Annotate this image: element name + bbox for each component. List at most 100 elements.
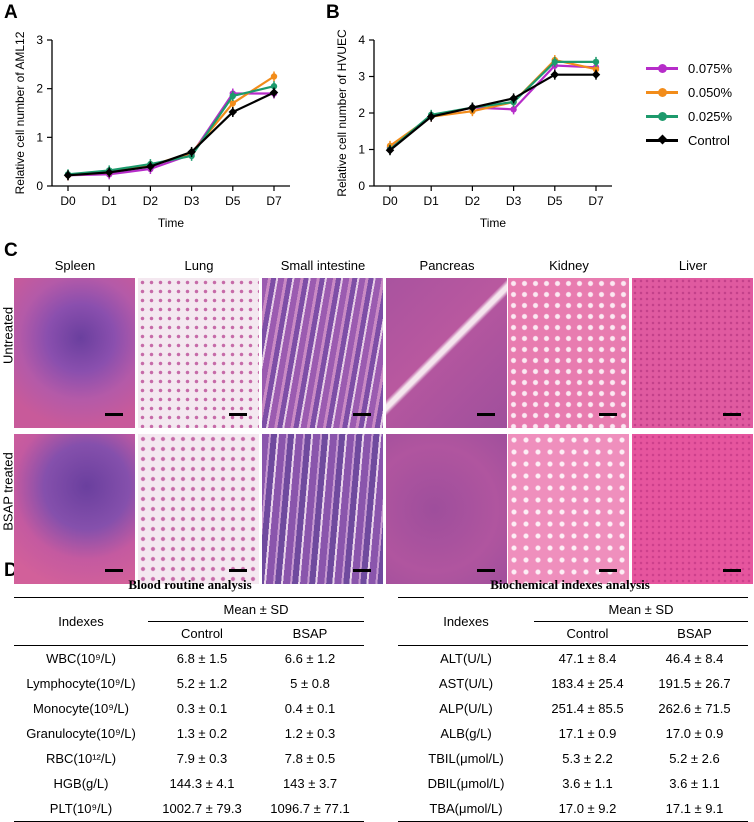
table-sub-head: Control	[148, 621, 256, 646]
data-point	[229, 100, 236, 107]
table-row: Granulocyte(10⁹/L) 1.3 ± 0.2 1.2 ± 0.3	[14, 721, 364, 746]
col-title-liver: Liver	[678, 258, 708, 273]
table-row: Lymphocyte(10⁹/L) 5.2 ± 1.2 5 ± 0.8	[14, 671, 364, 696]
chart-hvuec: 0 1 2 3 4 D0 D1 D2 D3 D5 D7 Time Relative cell numbe…	[335, 29, 612, 230]
x-tick-label: D3	[506, 194, 522, 208]
chart-aml12: 0 1 2 3 D0 D1 D2 D3 D5 D7 Time Relative cell number…	[13, 31, 290, 230]
panel-label-c: C	[4, 240, 18, 261]
data-point	[104, 168, 114, 177]
table-cell-control: 6.8 ± 1.5	[176, 651, 228, 666]
y-tick-label: 1	[36, 130, 43, 144]
table-d-title: Blood routine analysis	[128, 577, 252, 592]
table-cell-bsap: 6.6 ± 1.2	[284, 651, 336, 666]
series-line	[389, 60, 596, 151]
y-tick-label: 0	[358, 179, 365, 193]
table-group-head: Mean ± SD	[534, 597, 748, 622]
x-axis-label: Time	[480, 216, 507, 230]
biochemical-table: Indexes Mean ± SD Control BSAP ALT(U/L) 4…	[398, 597, 748, 822]
tissue-image-spleen-bsap	[14, 434, 135, 584]
data-point	[510, 106, 517, 113]
col-title-small-intestine: Small intestine	[280, 258, 366, 273]
y-tick-label: 3	[358, 70, 365, 84]
table-row: DBIL(μmol/L) 3.6 ± 1.1 3.6 ± 1.1	[398, 771, 748, 796]
table-col-head: Indexes	[398, 597, 534, 646]
table-cell-bsap: 17.1 ± 9.1	[641, 796, 748, 822]
legend-marker	[658, 88, 667, 97]
table-cell-index: ALT(U/L)	[440, 651, 492, 666]
scale-bar	[105, 413, 123, 416]
tissue-image-liver-bsap	[632, 434, 753, 584]
table-sub-head: BSAP	[256, 621, 364, 646]
table-cell-control: 7.9 ± 0.3	[176, 751, 228, 766]
x-tick-label: D1	[102, 194, 118, 208]
tissue-image-pancreas-untreated	[386, 278, 507, 428]
table-cell-bsap: 191.5 ± 26.7	[658, 676, 731, 691]
data-point	[63, 171, 73, 180]
legend-item-0075: 0.075%	[646, 58, 754, 82]
data-point	[187, 147, 196, 157]
panel-label-a: A	[4, 2, 18, 23]
x-tick-label: D2	[143, 194, 159, 208]
blood-routine-table: Indexes Mean ± SD Control BSAP WBC(10⁹/L…	[14, 597, 364, 822]
table-cell-control: 47.1 ± 8.4	[558, 651, 617, 666]
y-axis-label: Relative cell number of HVUEC	[335, 29, 349, 197]
col-title-lung: Lung	[184, 258, 214, 273]
table-cell-control: 17.0 ± 9.2	[534, 796, 641, 822]
panel-label-b: B	[326, 2, 340, 23]
table-cell-bsap: 1096.7 ± 77.1	[256, 796, 364, 822]
data-point	[551, 58, 558, 66]
table-cell-index: TBA(μmol/L)	[398, 796, 534, 822]
table-cell-bsap: 143 ± 3.7	[282, 776, 338, 791]
tissue-image-spleen-untreated	[14, 278, 135, 428]
series-line	[389, 73, 596, 152]
table-cell-index: HGB(g/L)	[53, 776, 109, 791]
data-point	[270, 83, 278, 90]
data-point	[550, 70, 560, 79]
data-point	[270, 73, 278, 80]
scale-bar	[723, 569, 741, 572]
table-cell-index: Lymphocyte(10⁹/L)	[26, 676, 136, 691]
table-row: PLT(10⁹/L) 1002.7 ± 79.3 1096.7 ± 77.1	[14, 796, 364, 822]
table-row: RBC(10¹²/L) 7.9 ± 0.3 7.8 ± 0.5	[14, 746, 364, 771]
table-cell-index: RBC(10¹²/L)	[45, 751, 117, 766]
x-tick-label: D7	[588, 194, 604, 208]
scale-bar	[229, 569, 247, 572]
y-tick-label: 2	[358, 106, 365, 120]
scale-bar	[599, 413, 617, 416]
table-cell-index: ALB(g/L)	[440, 726, 492, 741]
legend-marker	[658, 112, 667, 121]
data-point	[592, 58, 600, 66]
col-title-pancreas: Pancreas	[419, 258, 475, 273]
data-point	[592, 66, 600, 73]
table-cell-control: 144.3 ± 4.1	[169, 776, 235, 791]
data-point	[468, 103, 477, 112]
tissue-image-liver-untreated	[632, 278, 753, 428]
table-cell-control: 1002.7 ± 79.3	[148, 796, 256, 822]
y-tick-label: 2	[36, 82, 43, 96]
table-cell-bsap: 0.4 ± 0.1	[284, 701, 336, 716]
data-point	[228, 107, 238, 117]
table-cell-index: Monocyte(10⁹/L)	[33, 701, 129, 716]
scale-bar	[723, 413, 741, 416]
scale-bar	[229, 413, 247, 416]
table-sub-head: BSAP	[641, 621, 748, 646]
series-line	[67, 91, 275, 177]
table-cell-bsap: 5 ± 0.8	[290, 676, 330, 691]
table-cell-index: PLT(10⁹/L)	[14, 796, 148, 822]
y-axis-label: Relative cell number of AML12	[13, 31, 27, 194]
table-row: ALT(U/L) 47.1 ± 8.4 46.4 ± 8.4	[398, 646, 748, 672]
table-cell-index: AST(U/L)	[438, 676, 494, 691]
table-cell-bsap: 17.0 ± 0.9	[665, 726, 724, 741]
legend-item-0050: 0.050%	[646, 82, 754, 106]
legend-marker	[658, 64, 667, 73]
tissue-image-lung-bsap	[138, 434, 259, 584]
x-tick-label: D5	[225, 194, 241, 208]
table-cell-index: Granulocyte(10⁹/L)	[26, 726, 136, 741]
tissue-image-small-intestine-untreated	[262, 278, 383, 428]
tissue-image-pancreas-bsap	[386, 434, 507, 584]
scale-bar	[353, 569, 371, 572]
y-tick-label: 0	[36, 179, 43, 193]
y-tick-label: 1	[358, 143, 365, 157]
table-row: WBC(10⁹/L) 6.8 ± 1.5 6.6 ± 1.2	[14, 646, 364, 672]
data-point	[385, 145, 395, 155]
